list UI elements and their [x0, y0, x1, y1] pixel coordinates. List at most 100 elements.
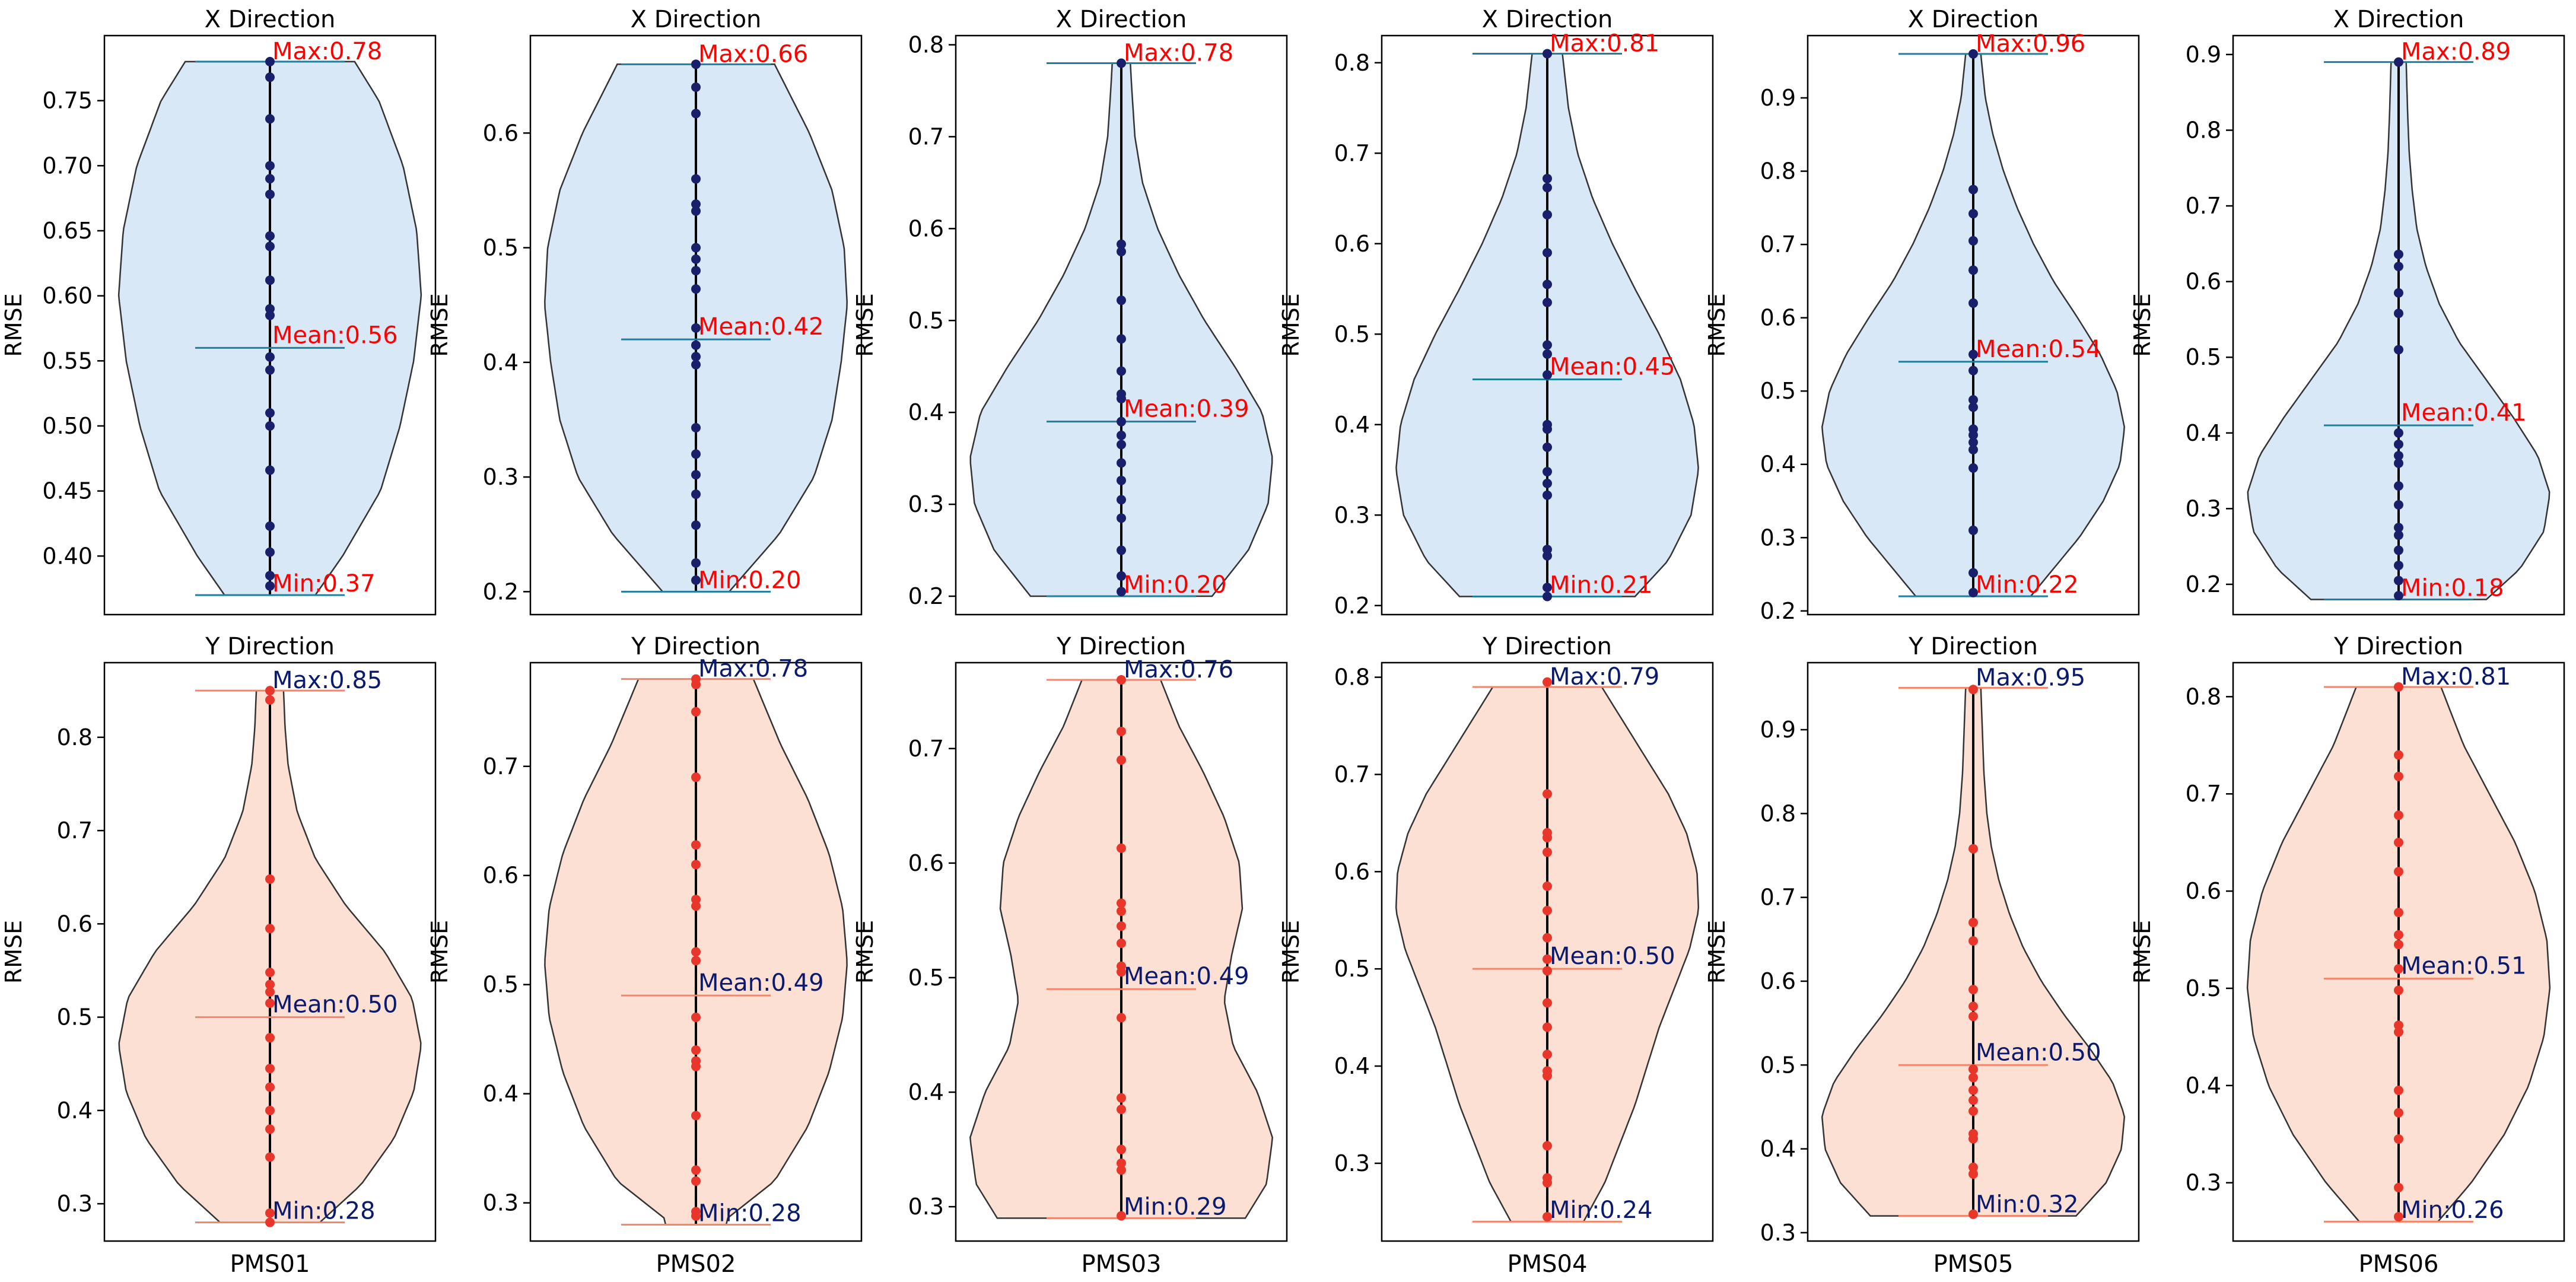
panel-x-2-point-3 — [691, 174, 701, 184]
panel-x-6-point-6 — [2394, 428, 2403, 438]
panel-x-5-title: X Direction — [1908, 6, 2039, 33]
panel-x-5-max-label: Max:0.96 — [1976, 30, 2085, 58]
panel-x-3-point-4 — [1117, 334, 1126, 344]
panel-x-6-ytick-label-1: 0.3 — [2186, 495, 2221, 521]
panel-y-3-point-0 — [1117, 675, 1126, 685]
panel-x-5-point-5 — [1968, 298, 1978, 308]
panel-y-4-point-0 — [1543, 677, 1552, 687]
panel-y-5-point-3 — [1968, 936, 1978, 946]
panel-x-5-ytick-label-6: 0.8 — [1760, 158, 1796, 184]
panel-y-4-point-8 — [1543, 954, 1552, 964]
panel-x-4-point-6 — [1543, 297, 1552, 307]
panel-y-1-ytick-label-0: 0.3 — [57, 1191, 93, 1217]
panel-y-6-point-7 — [2394, 930, 2403, 940]
panel-y-2-min-label: Min:0.28 — [698, 1200, 802, 1227]
panel-y-5-point-16 — [1968, 1209, 1978, 1219]
panel-y-4-xlabel: PMS04 — [1508, 1251, 1588, 1278]
panel-y-3-point-14 — [1117, 1158, 1126, 1168]
panel-y-5-point-4 — [1968, 985, 1978, 995]
panel-y-3: 0.3 0.4 0.5 0.6 0.7 Y Direction RMSE PMS03 Max:0… — [852, 633, 1288, 1278]
panel-x-5-point-15 — [1968, 525, 1978, 535]
panel-x-1-ytick-label-6: 0.70 — [42, 152, 93, 179]
panel-x-4-point-19 — [1543, 591, 1552, 602]
panel-x-2-point-13 — [691, 360, 701, 370]
panel-y-5-ytick-label-0: 0.3 — [1760, 1220, 1796, 1246]
panel-y-6-ytick-label-0: 0.3 — [2186, 1170, 2221, 1196]
panel-x-6: 0.2 0.3 0.4 0.5 0.6 0.7 0.8 0.9 X Direction RMSE M… — [2129, 6, 2565, 616]
panel-x-6-point-7 — [2394, 439, 2403, 449]
panel-y-3-xlabel: PMS03 — [1082, 1251, 1162, 1278]
panel-x-4-point-3 — [1543, 209, 1552, 220]
panel-y-3-point-9 — [1117, 967, 1126, 977]
panel-x-5-axes-frame — [1807, 34, 2140, 616]
panel-y-5-point-15 — [1968, 1169, 1978, 1179]
panel-x-5-mean-label: Mean:0.54 — [1976, 336, 2101, 363]
panel-y-4-axes-frame — [1381, 661, 1714, 1242]
panel-x-4-title: X Direction — [1482, 6, 1613, 33]
panel-x-6-title: X Direction — [2333, 6, 2464, 33]
panel-y-4-ytick-label-3: 0.6 — [1334, 858, 1370, 885]
panel-y-2: 0.3 0.4 0.5 0.6 0.7 Y Direction RMSE PMS02 Max:0… — [427, 633, 863, 1278]
panel-x-5-ytick-label-1: 0.3 — [1760, 524, 1796, 551]
panel-y-5-point-5 — [1968, 1001, 1978, 1011]
panel-y-4-min-label: Min:0.24 — [1550, 1197, 1653, 1224]
panel-x-2-point-11 — [691, 340, 701, 350]
panel-y-6-point-4 — [2394, 838, 2403, 848]
panel-x-5-point-7 — [1968, 365, 1978, 376]
panel-y-2-point-14 — [691, 1111, 701, 1121]
panel-x-3-ytick-label-2: 0.4 — [908, 399, 944, 425]
panel-y-6-point-11 — [2394, 1020, 2403, 1030]
panel-x-6-ytick-label-7: 0.9 — [2186, 42, 2221, 68]
panel-x-1-point-10 — [265, 310, 275, 320]
panel-x-4: 0.2 0.3 0.4 0.5 0.6 0.7 0.8 X Direction RMSE Max:… — [1278, 6, 1714, 619]
panel-x-4-ytick-label-4: 0.6 — [1334, 231, 1370, 257]
panel-x-4-ytick-label-0: 0.2 — [1334, 593, 1370, 619]
panel-x-3-point-12 — [1117, 475, 1126, 485]
panel-y-1-point-2 — [265, 874, 275, 884]
panel-y-4-ytick-label-0: 0.3 — [1334, 1150, 1370, 1176]
panel-y-2-point-15 — [691, 1165, 701, 1175]
panel-x-3-point-10 — [1117, 440, 1126, 450]
panel-x-3-point-9 — [1117, 430, 1126, 440]
panel-x-3-point-13 — [1117, 495, 1126, 505]
panel-x-5-point-9 — [1968, 402, 1978, 412]
panel-y-5-point-6 — [1968, 1011, 1978, 1022]
panel-y-2-point-9 — [691, 956, 701, 966]
panel-x-4-point-14 — [1543, 478, 1552, 488]
panel-y-5-point-0 — [1968, 685, 1978, 695]
panel-y-1-point-0 — [265, 686, 275, 696]
panel-x-2-min-label: Min:0.20 — [698, 567, 802, 594]
panel-y-4-point-14 — [1543, 1071, 1552, 1081]
panel-y-5-point-1 — [1968, 844, 1978, 854]
panel-y-5-ytick-label-1: 0.4 — [1760, 1136, 1796, 1162]
panel-x-4-point-9 — [1543, 370, 1552, 380]
panel-y-6-title: Y Direction — [2333, 633, 2463, 660]
panel-x-5-point-3 — [1968, 236, 1978, 246]
panel-x-5-point-0 — [1968, 49, 1978, 59]
panel-x-6-point-4 — [2394, 308, 2403, 319]
panel-x-2-point-16 — [691, 470, 701, 480]
panel-x-3-point-1 — [1117, 239, 1126, 249]
panel-x-1-mean-label: Mean:0.56 — [272, 322, 398, 349]
panel-x-1-ytick-label-7: 0.75 — [42, 88, 93, 114]
panel-x-3-max-label: Max:0.78 — [1124, 39, 1233, 66]
panel-x-6-point-1 — [2394, 249, 2403, 259]
panel-x-1-point-11 — [265, 352, 275, 362]
panel-x-6-point-10 — [2394, 481, 2403, 491]
panel-x-1-max-label: Max:0.78 — [272, 38, 382, 65]
panel-x-1-point-3 — [265, 161, 275, 171]
panel-y-1-ylabel: RMSE — [1, 920, 27, 984]
panel-y-1-mean-label: Mean:0.50 — [272, 991, 398, 1019]
panel-x-5-ytick-label-3: 0.5 — [1760, 378, 1796, 404]
panel-y-1-point-6 — [265, 987, 275, 997]
panel-x-6-axes-frame — [2232, 34, 2565, 616]
panel-x-1-point-18 — [265, 571, 275, 581]
panel-x-1-point-7 — [265, 241, 275, 252]
panel-x-6-mean-label: Mean:0.41 — [2401, 399, 2527, 427]
panel-x-4-point-2 — [1543, 183, 1552, 193]
panel-x-2-point-9 — [691, 284, 701, 294]
panel-x-2-point-20 — [691, 575, 701, 586]
panel-y-5-title: Y Direction — [1908, 633, 2038, 660]
panel-y-1-axes-frame — [103, 661, 437, 1242]
panel-x-4-min-label: Min:0.21 — [1550, 572, 1653, 599]
